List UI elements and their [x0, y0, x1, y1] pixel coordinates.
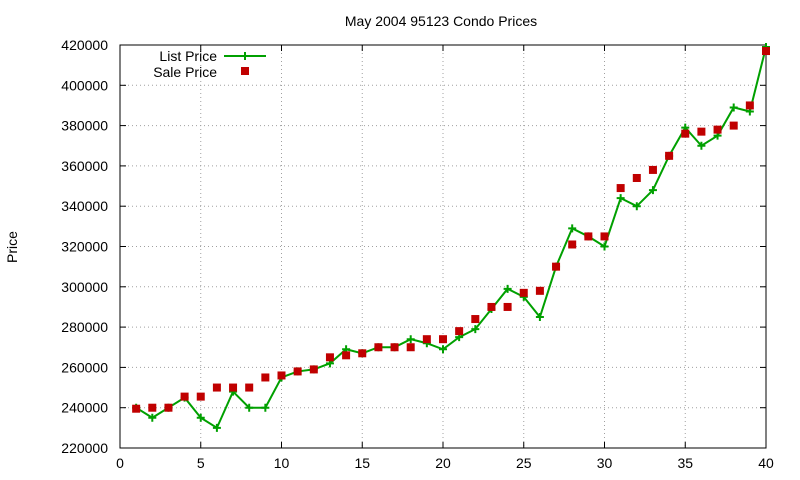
y-tick-label: 220000: [61, 440, 108, 456]
sale-price-point: [681, 129, 690, 138]
y-tick-label: 300000: [61, 279, 108, 295]
sale-price-point: [665, 151, 674, 160]
sale-price-point: [342, 351, 351, 360]
list-price-point: [632, 202, 641, 211]
y-tick-label: 280000: [61, 319, 108, 335]
sale-price-point: [584, 232, 593, 241]
list-price-point: [196, 413, 205, 422]
x-tick-label: 0: [116, 455, 124, 471]
sale-price-point: [697, 127, 706, 136]
sale-price-point: [487, 302, 496, 311]
sale-price-point: [568, 240, 577, 249]
list-price-point: [212, 423, 221, 432]
axis-ticks: 0 5 10 15 20 25 30 35 40 220000 240000 260000 280000…: [61, 37, 774, 471]
sale-price-point: [632, 173, 641, 182]
sale-price-point: [358, 349, 367, 358]
sale-price-point: [196, 392, 205, 401]
x-tick-label: 5: [197, 455, 205, 471]
list-price-point: [568, 224, 577, 233]
sale-price-point: [519, 288, 528, 297]
sale-price-point: [729, 121, 738, 130]
sale-price-point: [390, 343, 399, 352]
sale-price-point: [713, 125, 722, 134]
x-tick-label: 15: [354, 455, 370, 471]
sale-price-point: [600, 232, 609, 241]
list-price-point: [471, 325, 480, 334]
sale-price-point: [164, 403, 173, 412]
sale-price-point: [422, 335, 431, 344]
sale-price-point: [293, 367, 302, 376]
sale-price-point: [309, 365, 318, 374]
sale-price-point: [455, 327, 464, 336]
chart-title: May 2004 95123 Condo Prices: [345, 13, 537, 29]
legend-marker-list-price: [241, 52, 249, 60]
sale-price-point: [439, 335, 447, 344]
y-axis-label: Price: [4, 231, 20, 263]
list-price-point: [616, 194, 625, 203]
list-price-point: [503, 284, 512, 293]
sale-price-point: [535, 286, 544, 295]
sale-price-point: [503, 302, 512, 311]
y-tick-label: 360000: [61, 158, 108, 174]
list-price-point: [729, 103, 738, 112]
list-price-line: [135, 46, 767, 430]
sale-price-point: [745, 101, 754, 110]
list-price-point: [406, 335, 415, 344]
list-price-point: [245, 403, 254, 412]
y-tick-label: 240000: [61, 400, 108, 416]
list-price-point: [261, 403, 270, 412]
sale-price-point: [374, 343, 383, 352]
sale-price-point: [180, 392, 189, 401]
list-price-point: [648, 186, 657, 195]
x-tick-label: 30: [597, 455, 613, 471]
sale-price-point: [261, 373, 270, 382]
x-tick-label: 25: [516, 455, 532, 471]
list-price-point: [535, 313, 544, 322]
sale-price-point: [406, 343, 415, 352]
y-tick-label: 340000: [61, 198, 108, 214]
legend: List Price Sale Price: [153, 48, 266, 80]
y-tick-label: 400000: [61, 77, 108, 93]
list-price-point: [600, 242, 609, 251]
sale-price-point: [132, 404, 141, 413]
x-tick-label: 40: [758, 455, 774, 471]
series: [132, 43, 770, 432]
y-tick-label: 260000: [61, 359, 108, 375]
x-tick-label: 20: [435, 455, 451, 471]
legend-label-list-price: List Price: [159, 48, 217, 64]
x-tick-label: 35: [677, 455, 693, 471]
sale-price-point: [552, 262, 561, 271]
sale-price-point: [212, 383, 221, 392]
sale-price-point: [277, 371, 286, 380]
sale-price-point: [245, 383, 254, 392]
y-tick-label: 380000: [61, 118, 108, 134]
sale-price-point: [148, 403, 157, 412]
sale-price-point: [762, 47, 770, 56]
legend-marker-sale-price: [241, 67, 249, 75]
list-price-point: [148, 413, 157, 422]
y-tick-label: 320000: [61, 239, 108, 255]
sale-price-point: [648, 165, 657, 174]
x-tick-label: 10: [274, 455, 290, 471]
legend-label-sale-price: Sale Price: [153, 64, 217, 80]
sale-price-point: [229, 383, 238, 392]
y-tick-label: 420000: [61, 37, 108, 53]
sale-price-point: [471, 315, 480, 324]
list-price-point: [697, 141, 706, 150]
sale-price-point: [325, 353, 334, 362]
list-price-point: [439, 345, 447, 354]
sale-price-point: [616, 184, 625, 193]
